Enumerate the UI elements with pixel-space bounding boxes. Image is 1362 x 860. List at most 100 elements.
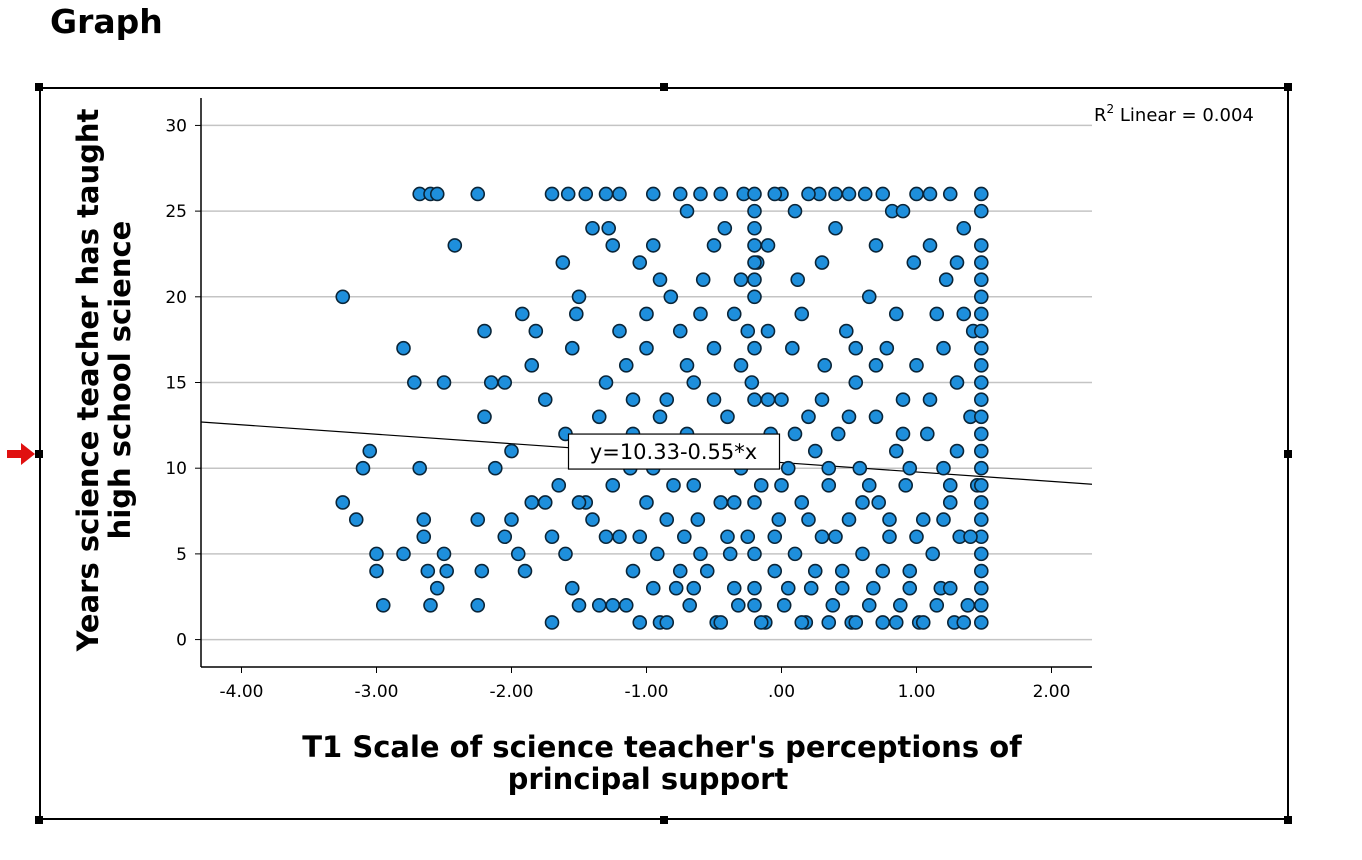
scatter-point [960, 598, 976, 613]
scatter-point [747, 495, 762, 510]
scatter-point [659, 392, 675, 407]
scatter-point [436, 375, 452, 390]
scatter-point [925, 546, 941, 562]
x-tick-label: .00 [768, 682, 795, 702]
scatter-point [598, 186, 614, 202]
scatter-point [821, 615, 837, 630]
fit-equation-label: y=10.33-0.55*x [590, 440, 757, 464]
scatter-point [740, 529, 756, 545]
scatter-point [938, 272, 954, 287]
scatter-point [879, 340, 895, 356]
scatter-point [632, 529, 648, 545]
scatter-point [790, 272, 806, 287]
scatter-point [875, 615, 891, 630]
scatter-point [973, 323, 989, 339]
scatter-point [717, 220, 733, 236]
scatter-point [693, 546, 708, 562]
scatter-point [747, 186, 762, 202]
resize-handle-top-center[interactable] [660, 83, 668, 91]
scatter-point [612, 323, 627, 339]
scatter-point [497, 529, 513, 545]
resize-handle-bottom-right[interactable] [1284, 816, 1292, 824]
scatter-point [973, 255, 989, 270]
scatter-point [560, 186, 576, 202]
resize-handle-bottom-center[interactable] [660, 816, 668, 824]
scatter-point [682, 598, 698, 613]
scatter-point [571, 598, 587, 613]
scatter-point [963, 529, 978, 545]
scatter-point [747, 580, 762, 596]
scatter-point [348, 512, 364, 527]
scatter-point [477, 409, 492, 425]
scatter-point [915, 512, 931, 527]
x-axis-label-line-2: principal support [508, 762, 789, 796]
scatter-point [706, 392, 722, 407]
scatter-point [821, 460, 837, 476]
scatter-point [713, 615, 729, 630]
scatter-point [929, 598, 945, 613]
scatter-point [857, 186, 873, 202]
resize-handle-bottom-left[interactable] [35, 816, 43, 824]
scatter-point [571, 495, 587, 510]
scatter-point [848, 375, 864, 390]
scatter-point [973, 358, 989, 373]
x-axis-label-line-1: T1 Scale of science teacher's perception… [302, 730, 1022, 764]
scatter-point [895, 392, 911, 407]
scatter-point [335, 495, 351, 510]
scatter-point [898, 478, 914, 493]
scatter-point [760, 323, 776, 339]
scatter-point [612, 186, 627, 202]
scatter-point [834, 580, 850, 596]
y-axis-label-line-1: Years science teacher has taught [71, 108, 105, 652]
scatter-point [477, 323, 492, 339]
scatter-point [861, 598, 877, 613]
scatter-point [747, 255, 762, 270]
scatter-point [828, 529, 843, 545]
scatter-point [396, 340, 411, 356]
scatter-point [747, 546, 762, 562]
resize-handle-middle-left[interactable] [35, 450, 43, 458]
scatter-point [639, 340, 654, 356]
y-tick-label: 15 [165, 374, 187, 394]
scatter-point [679, 203, 695, 219]
scatter-point [807, 443, 823, 459]
scatter-point [875, 563, 891, 579]
scatter-point [973, 598, 989, 613]
scatter-point [672, 186, 688, 202]
scatter-point [973, 392, 989, 407]
scatter-point [510, 546, 526, 562]
scatter-point [973, 409, 989, 425]
y-tick-label: 5 [176, 545, 187, 565]
scatter-point [544, 529, 560, 545]
scatter-point [865, 580, 881, 596]
resize-handle-middle-right[interactable] [1284, 450, 1292, 458]
scatter-point [838, 323, 854, 339]
right-arrow-icon [7, 443, 35, 465]
resize-handle-top-right[interactable] [1284, 83, 1292, 91]
scatter-point [747, 272, 762, 287]
scatter-point [861, 478, 877, 493]
resize-handle-top-left[interactable] [35, 83, 43, 91]
scatter-point [882, 529, 897, 545]
scatter-point [915, 615, 931, 630]
scatter-point [672, 323, 688, 339]
scatter-point [888, 615, 904, 630]
scatter-point [868, 238, 884, 253]
scatter-point [416, 529, 432, 545]
scatter-point [558, 546, 573, 562]
scatter-point [690, 512, 706, 527]
scatter-point [767, 529, 783, 545]
scatter-point [841, 409, 857, 425]
scatter-point [784, 340, 800, 356]
scatter-point [672, 563, 688, 579]
scatter-point [733, 272, 749, 287]
scatter-point [744, 375, 760, 390]
scatter-point [605, 238, 621, 253]
scatter-point [973, 478, 989, 493]
scatter-point [774, 392, 789, 407]
scatter-point [830, 426, 846, 442]
scatter-point [861, 289, 877, 305]
scatter-point [578, 186, 594, 202]
scatter-point [632, 255, 648, 270]
scatter-point [801, 512, 816, 527]
